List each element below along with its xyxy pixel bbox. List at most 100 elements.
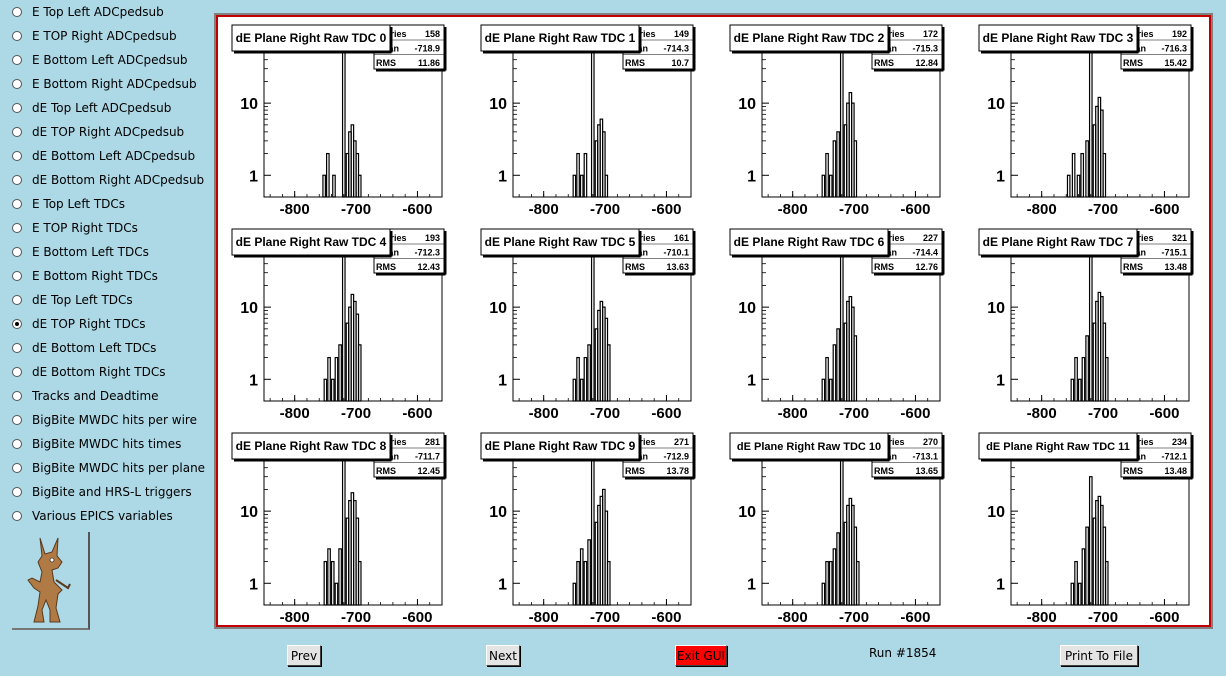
y-tick-label: 1 <box>498 576 507 593</box>
histogram-bar <box>583 356 588 402</box>
radio-item[interactable]: E Bottom Right TDCs <box>12 266 158 286</box>
radio-item[interactable]: E TOP Right TDCs <box>12 218 138 238</box>
radio-item[interactable]: dE Top Left TDCs <box>12 290 133 310</box>
radio-button[interactable] <box>12 319 22 329</box>
radio-button[interactable] <box>12 391 22 401</box>
radio-item[interactable]: dE Bottom Left TDCs <box>12 338 156 358</box>
stats-rms-value: 12.43 <box>417 262 440 272</box>
radio-item[interactable]: dE Bottom Right TDCs <box>12 362 165 382</box>
radio-item[interactable]: Various EPICS variables <box>12 506 173 526</box>
radio-button[interactable] <box>12 463 22 473</box>
radio-label: E TOP Right TDCs <box>32 221 138 235</box>
radio-label: dE Bottom Right ADCpedsub <box>32 173 205 187</box>
radio-item[interactable]: dE Bottom Left ADCpedsub <box>12 146 195 166</box>
stats-mean-value: -711.7 <box>415 452 440 462</box>
coyote-logo-icon <box>12 532 90 630</box>
histogram-panel: -800-700-600110Entries321Mean-715.1RMS13… <box>978 228 1194 422</box>
prev-button[interactable]: Prev <box>287 645 321 666</box>
next-button[interactable]: Next <box>486 645 520 666</box>
radio-item[interactable]: BigBite MWDC hits times <box>12 434 181 454</box>
radio-label: dE TOP Right TDCs <box>32 317 146 331</box>
title-box <box>231 432 391 460</box>
radio-button[interactable] <box>12 175 22 185</box>
histogram-bar <box>330 378 335 402</box>
stats-entries-value: 271 <box>674 437 689 447</box>
radio-item[interactable]: E Bottom Right ADCpedsub <box>12 74 197 94</box>
x-tick-label: -800 <box>280 609 310 626</box>
histogram-panel: -800-700-600110Entries158Mean-718.9RMS11… <box>231 24 447 218</box>
stats-mean-value: -714.3 <box>663 44 689 54</box>
histogram-panel: -800-700-600110Entries192Mean-716.3RMS15… <box>978 24 1194 218</box>
radio-button[interactable] <box>12 223 22 233</box>
radio-button[interactable] <box>12 367 22 377</box>
histogram-bar <box>323 560 328 606</box>
radio-button[interactable] <box>12 247 22 257</box>
radio-item[interactable]: E Top Left ADCpedsub <box>12 2 164 22</box>
radio-item[interactable]: dE TOP Right ADCpedsub <box>12 122 184 142</box>
x-tick-label: -700 <box>839 609 869 626</box>
radio-button[interactable] <box>12 127 22 137</box>
radio-label: E Top Left TDCs <box>32 197 126 211</box>
histogram-bar <box>330 560 335 606</box>
radio-button[interactable] <box>12 7 22 17</box>
histogram-bar <box>1085 140 1089 198</box>
stats-rms-label: RMS <box>1123 262 1143 272</box>
radio-button[interactable] <box>12 103 22 113</box>
radio-item[interactable]: E Bottom Left TDCs <box>12 242 149 262</box>
histogram-bar <box>602 131 606 198</box>
x-tick-label: -700 <box>341 405 371 422</box>
radio-button[interactable] <box>12 31 22 41</box>
print-to-file-button[interactable]: Print To File <box>1060 645 1138 666</box>
radio-item[interactable]: E TOP Right ADCpedsub <box>12 26 177 46</box>
radio-button[interactable] <box>12 415 22 425</box>
radio-item[interactable]: BigBite MWDC hits per plane <box>12 458 205 478</box>
title-box <box>480 24 640 52</box>
chart-title: dE Plane Right Raw TDC 11 <box>986 441 1130 453</box>
plot-frame <box>761 46 941 198</box>
radio-button[interactable] <box>12 151 22 161</box>
histogram-bar <box>587 539 591 606</box>
radio-button[interactable] <box>12 343 22 353</box>
radio-button[interactable] <box>12 295 22 305</box>
radio-button[interactable] <box>12 79 22 89</box>
chart-title: dE Plane Right Raw TDC 5 <box>485 235 636 249</box>
histogram-bar <box>322 174 326 198</box>
radio-item[interactable]: dE Top Left ADCpedsub <box>12 98 171 118</box>
radio-item[interactable]: dE Bottom Right ADCpedsub <box>12 170 204 190</box>
title-box <box>978 24 1138 52</box>
title-box <box>231 228 391 256</box>
radio-item[interactable]: BigBite MWDC hits per wire <box>12 410 197 430</box>
y-tick-label: 1 <box>996 576 1005 593</box>
stats-entries-value: 149 <box>674 29 689 39</box>
exit-gui-button[interactable]: Exit GUI <box>675 645 727 666</box>
radio-item[interactable]: BigBite and HRS-L triggers <box>12 482 192 502</box>
stats-mean-value: -714.4 <box>912 248 938 258</box>
radio-item[interactable]: E Top Left TDCs <box>12 194 125 214</box>
y-tick-label: 10 <box>987 504 1005 521</box>
radio-button[interactable] <box>12 55 22 65</box>
title-box <box>978 432 1138 460</box>
histogram-bar <box>1080 152 1085 198</box>
histogram-bar <box>828 560 833 606</box>
radio-item[interactable]: E Bottom Left ADCpedsub <box>12 50 188 70</box>
radio-button[interactable] <box>12 199 22 209</box>
stats-rms-label: RMS <box>625 58 645 68</box>
histogram-bar <box>576 560 580 606</box>
radio-button[interactable] <box>12 439 22 449</box>
histogram-bar <box>583 152 588 198</box>
y-tick-label: 10 <box>987 96 1005 113</box>
histogram-canvas[interactable]: -800-700-600110Entries158Mean-718.9RMS11… <box>216 15 1211 627</box>
stats-rms-value: 13.65 <box>915 466 938 476</box>
radio-item[interactable]: dE TOP Right TDCs <box>12 314 145 334</box>
radio-label: dE Bottom Left TDCs <box>32 341 157 355</box>
radio-label: E Top Left ADCpedsub <box>32 5 164 19</box>
radio-button[interactable] <box>12 271 22 281</box>
y-tick-label: 1 <box>249 372 258 389</box>
stats-rms-label: RMS <box>1123 466 1143 476</box>
radio-item[interactable]: Tracks and Deadtime <box>12 386 159 406</box>
radio-button[interactable] <box>12 511 22 521</box>
x-tick-label: -800 <box>778 405 808 422</box>
radio-button[interactable] <box>12 487 22 497</box>
histogram-bar <box>327 356 331 402</box>
histogram-bar <box>1081 356 1086 402</box>
